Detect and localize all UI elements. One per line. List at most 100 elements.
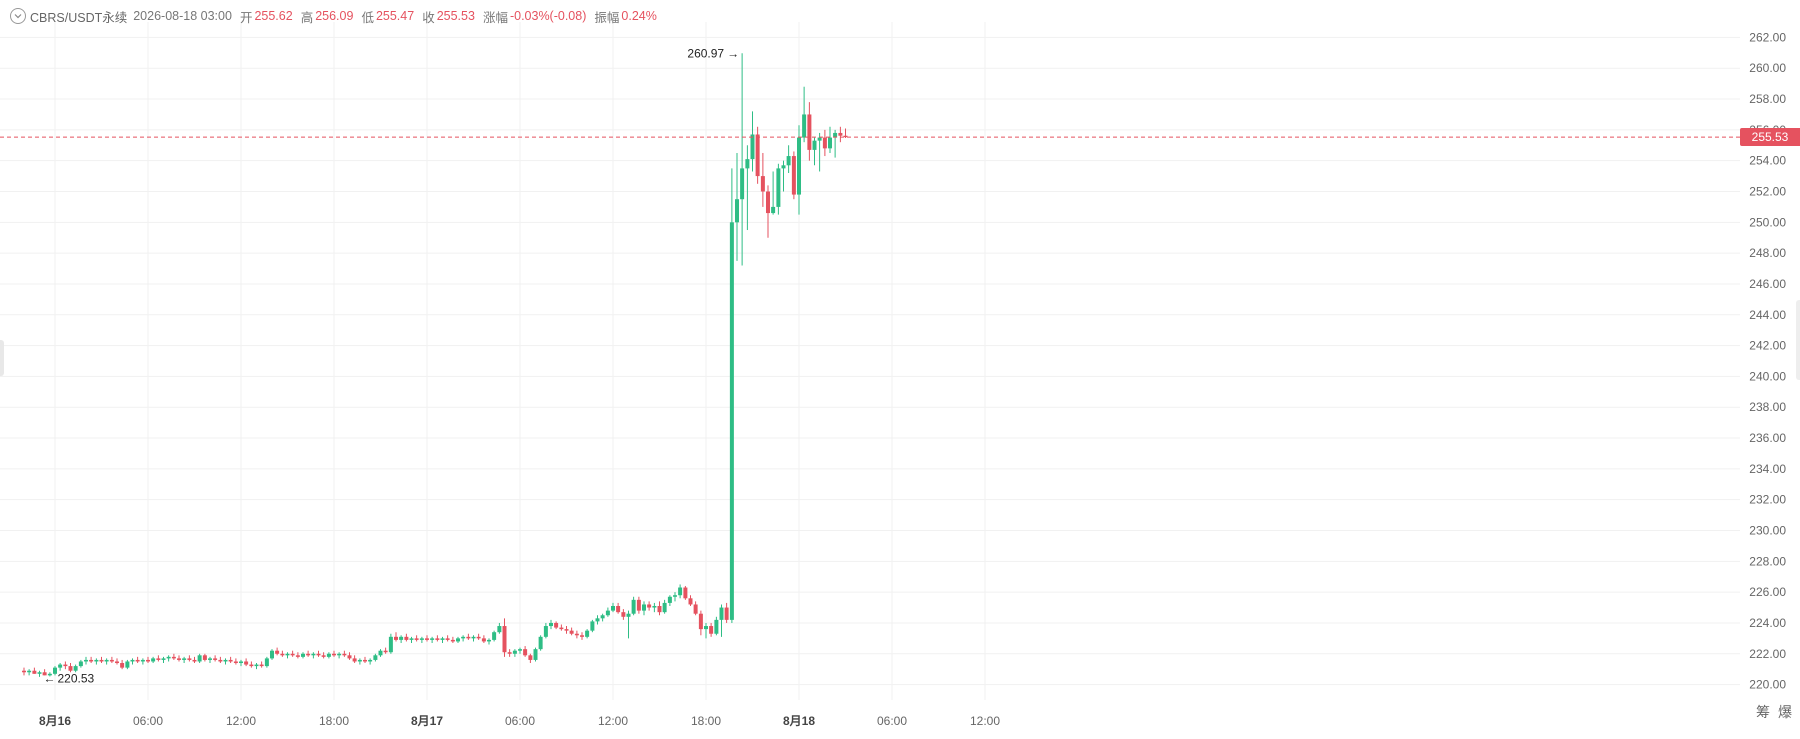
- candle-body: [342, 653, 347, 656]
- candle-body: [807, 114, 812, 150]
- side-tabs: 筹 爆: [1756, 702, 1800, 734]
- close-label: 收: [422, 10, 435, 25]
- candle-body: [642, 604, 646, 611]
- candle-body: [760, 176, 765, 192]
- max-price-annotation: 260.97: [687, 46, 724, 60]
- candle-body: [109, 659, 114, 662]
- candle-body: [833, 132, 838, 138]
- candle-body: [657, 606, 662, 613]
- candle-body: [373, 655, 378, 660]
- candle-body: [68, 666, 73, 671]
- candle-body: [543, 626, 548, 637]
- candle-body: [440, 638, 445, 640]
- candle-body: [306, 653, 311, 656]
- candle-body: [363, 659, 367, 662]
- low-label: 低: [361, 10, 374, 25]
- y-tick-label: 260.00: [1749, 61, 1786, 75]
- candle-body: [843, 135, 848, 138]
- candle-body: [776, 168, 781, 207]
- candle-body: [326, 653, 331, 657]
- candle-body: [27, 670, 32, 673]
- y-tick-label: 246.00: [1749, 277, 1786, 291]
- y-tick-label: 262.00: [1749, 30, 1786, 44]
- candle-body: [518, 649, 522, 651]
- x-tick-label: 06:00: [505, 714, 535, 728]
- candle-body: [295, 655, 300, 657]
- high-label: 高: [300, 10, 314, 25]
- candle-body: [461, 636, 466, 639]
- candle-body: [368, 659, 373, 662]
- candle-body: [797, 137, 801, 195]
- candle-body: [605, 610, 610, 616]
- x-tick-label: 8月17: [411, 714, 443, 728]
- candle-body: [724, 607, 729, 620]
- y-tick-label: 236.00: [1749, 431, 1786, 445]
- candle-body: [301, 653, 305, 657]
- x-tick-label: 18:00: [691, 714, 721, 728]
- current-price-tag: 255.53: [1740, 128, 1800, 147]
- candle-body: [63, 664, 68, 667]
- candle-body: [280, 653, 285, 656]
- y-tick-label: 232.00: [1749, 493, 1786, 507]
- x-tick-label: 8月18: [783, 714, 815, 728]
- candle-body: [156, 658, 161, 660]
- ohlc-header: CBRS/USDT永续 2026-08-18 03:00 开 255.62 高 …: [6, 6, 665, 26]
- candle-body: [73, 666, 78, 671]
- candle-body: [812, 140, 817, 150]
- change-value: -0.03%(-0.08): [509, 9, 587, 23]
- candle-body: [311, 653, 316, 656]
- y-tick-label: 230.00: [1749, 524, 1786, 538]
- candle-body: [228, 659, 233, 662]
- candle-body: [430, 638, 435, 640]
- x-axis: 8月16 06:00 12:00 18:00 8月17 06:00 12:00 18:00 8月…: [39, 714, 1000, 728]
- candle-body: [471, 636, 476, 639]
- candle-body: [791, 156, 796, 195]
- candle-body: [337, 653, 342, 656]
- candle-body: [507, 652, 512, 654]
- candle-body: [223, 659, 228, 662]
- candle-body: [233, 661, 238, 664]
- candle-body: [94, 659, 99, 662]
- candle-body: [425, 638, 429, 640]
- collapse-toggle[interactable]: [10, 8, 26, 24]
- x-tick-label: 12:00: [598, 714, 628, 728]
- candle-body: [84, 659, 88, 662]
- candle-body: [564, 629, 569, 631]
- y-tick-label: 238.00: [1749, 400, 1786, 414]
- y-tick-label: 226.00: [1749, 585, 1786, 599]
- candle-body: [678, 587, 683, 596]
- candle-body: [53, 667, 57, 674]
- candle-body: [419, 638, 424, 640]
- candle-body: [554, 622, 559, 628]
- tab-chips[interactable]: 筹: [1756, 704, 1770, 720]
- x-tick-label: 12:00: [226, 714, 256, 728]
- candle-body: [414, 638, 419, 640]
- candle-body: [58, 664, 63, 668]
- candle-body: [828, 137, 832, 149]
- x-tick-label: 06:00: [877, 714, 907, 728]
- candle-body: [213, 658, 218, 660]
- left-resize-handle[interactable]: [0, 340, 4, 376]
- candle-body: [466, 636, 471, 639]
- candle-body: [750, 134, 755, 160]
- candle-body: [621, 612, 626, 617]
- candle-body: [182, 658, 187, 660]
- candle-body: [208, 658, 212, 660]
- candle-body: [316, 653, 321, 656]
- candle-body: [32, 670, 37, 674]
- tab-liquidation[interactable]: 爆: [1778, 704, 1792, 720]
- y-tick-label: 228.00: [1749, 554, 1786, 568]
- candle-body: [538, 636, 543, 650]
- candle-body: [523, 649, 528, 656]
- candle-body: [378, 650, 383, 656]
- candle-body: [264, 658, 269, 667]
- candle-body: [321, 655, 326, 657]
- y-tick-label: 240.00: [1749, 369, 1786, 383]
- y-tick-label: 222.00: [1749, 647, 1786, 661]
- candle-body: [130, 659, 135, 662]
- right-resize-handle[interactable]: [1796, 300, 1800, 380]
- candle-body: [574, 633, 579, 636]
- grid: [0, 22, 1740, 700]
- candle-body: [569, 630, 574, 634]
